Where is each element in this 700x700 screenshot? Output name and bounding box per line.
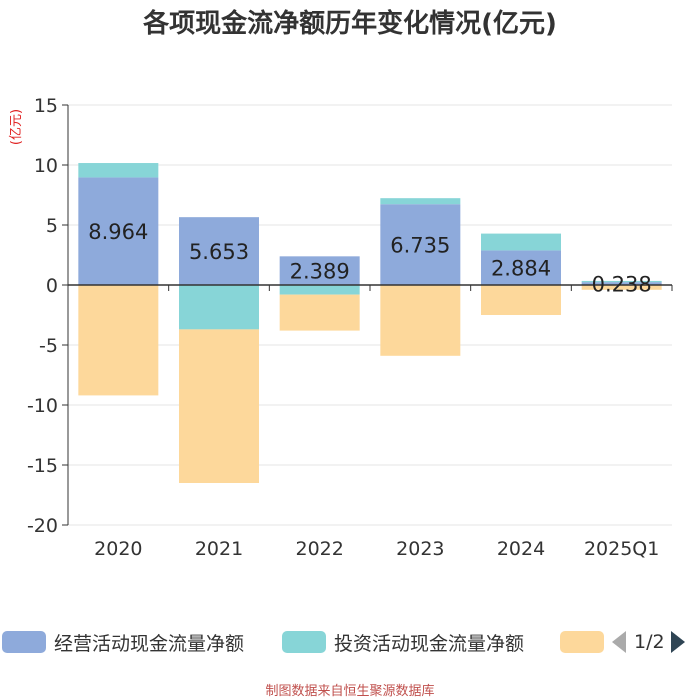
y-tick-label: 5 bbox=[46, 215, 58, 237]
y-axis-label: (亿元) bbox=[9, 109, 24, 145]
x-tick-label: 2021 bbox=[195, 538, 243, 560]
data-label-2025Q1: 0.238 bbox=[592, 273, 652, 297]
x-tick-label: 2022 bbox=[295, 538, 343, 560]
bar-2022-s1 bbox=[279, 285, 360, 295]
bar-2025Q1-s1 bbox=[581, 280, 662, 283]
x-tick-label: 2025Q1 bbox=[584, 538, 659, 560]
bar-2021-s2 bbox=[179, 329, 259, 483]
y-tick-label: 10 bbox=[34, 155, 58, 177]
x-tick-label: 2024 bbox=[497, 538, 545, 560]
bar-2024-s1 bbox=[481, 233, 561, 251]
x-tick-label: 2020 bbox=[94, 538, 142, 560]
y-tick-label: -15 bbox=[27, 455, 58, 477]
y-tick-label: -5 bbox=[39, 335, 58, 357]
bar-2023-s1 bbox=[380, 198, 461, 205]
data-label-2023: 6.735 bbox=[390, 234, 450, 258]
legend-pager: 1/2 bbox=[612, 628, 685, 656]
bar-2021-s1 bbox=[179, 285, 259, 330]
x-tick-label: 2023 bbox=[396, 538, 444, 560]
legend: 经营活动现金流量净额 投资活动现金流量净额 1/2 bbox=[0, 626, 700, 658]
legend-swatch-operating bbox=[2, 631, 46, 653]
data-label-2024: 2.884 bbox=[491, 257, 551, 281]
bar-2025Q1-s0 bbox=[581, 282, 662, 285]
legend-label-operating: 经营活动现金流量净额 bbox=[54, 632, 245, 655]
prev-page-icon[interactable] bbox=[612, 631, 626, 653]
y-tick-label: -20 bbox=[27, 515, 58, 537]
y-tick-label: 0 bbox=[46, 275, 58, 297]
bar-2020-s2 bbox=[78, 285, 159, 396]
legend-item-investing[interactable]: 投资活动现金流量净额 bbox=[282, 630, 525, 655]
y-tick-label: 15 bbox=[34, 95, 58, 117]
bar-2024-s2 bbox=[481, 285, 561, 315]
bar-2024-s0 bbox=[481, 250, 561, 285]
bar-2022-s0 bbox=[279, 256, 360, 285]
legend-item-operating[interactable]: 经营活动现金流量净额 bbox=[2, 630, 245, 655]
legend-page-indicator: 1/2 bbox=[634, 631, 665, 653]
source-note: 制图数据来自恒生聚源数据库 bbox=[265, 684, 435, 699]
legend-swatch-investing bbox=[282, 631, 326, 653]
bar-2020-s0 bbox=[78, 177, 159, 285]
bar-2021-s0 bbox=[179, 217, 259, 285]
data-label-2022: 2.389 bbox=[290, 260, 350, 284]
bar-2023-s0 bbox=[380, 204, 461, 285]
legend-swatch-financing bbox=[560, 631, 604, 653]
bar-2022-s2 bbox=[279, 294, 360, 331]
chart-title: 各项现金流净额历年变化情况(亿元) bbox=[143, 9, 557, 39]
bar-2020-s1 bbox=[78, 163, 159, 178]
data-label-2020: 8.964 bbox=[88, 220, 148, 244]
y-tick-label: -10 bbox=[27, 395, 58, 417]
next-page-icon[interactable] bbox=[670, 631, 685, 653]
data-label-2021: 5.653 bbox=[189, 240, 249, 264]
legend-label-investing: 投资活动现金流量净额 bbox=[334, 632, 525, 655]
legend-item-financing[interactable] bbox=[560, 630, 604, 654]
bar-2023-s2 bbox=[380, 285, 461, 356]
chart-area: 15 10 5 0 -5 -10 -15 -20 (亿元) 8.964 5.653 2.389 6.73… bbox=[9, 95, 673, 560]
bar-2025Q1-s2 bbox=[581, 285, 662, 290]
